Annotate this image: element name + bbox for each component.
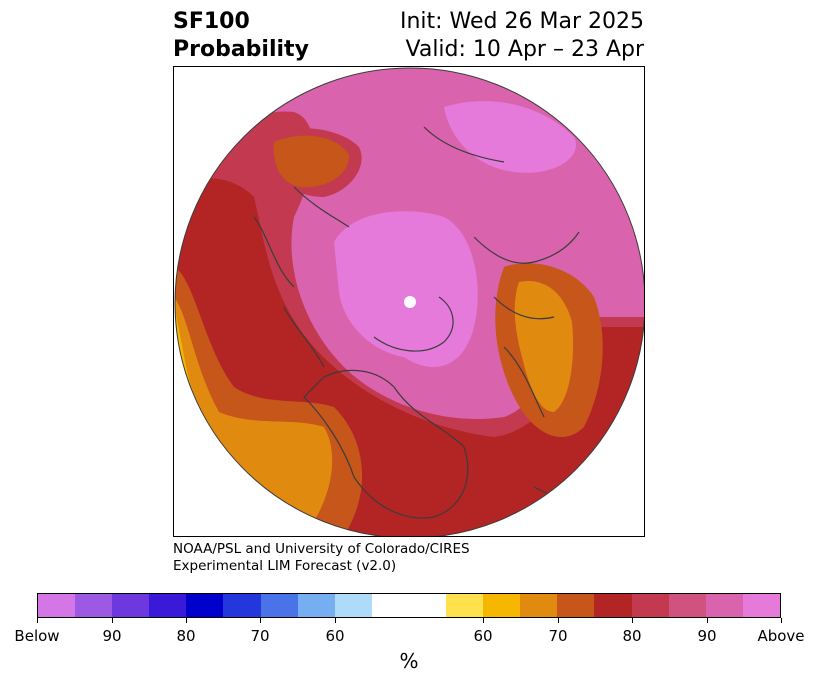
field-asia-core xyxy=(444,101,576,173)
colorbar-segment xyxy=(38,594,76,617)
colorbar-tick-label: 60 xyxy=(473,627,493,645)
field-arctic-core xyxy=(334,211,478,367)
chart-title: SF100 Probability xyxy=(173,8,309,64)
colorbar-tickmark xyxy=(37,618,38,623)
colorbar xyxy=(37,593,781,618)
colorbar-tickmark xyxy=(632,618,633,623)
colorbar-segment xyxy=(594,594,632,617)
colorbar-tickmark xyxy=(781,618,782,623)
colorbar-segment xyxy=(483,594,521,617)
colorbar-tick-label: 80 xyxy=(622,627,642,645)
coastlines xyxy=(253,126,595,519)
pole-hole xyxy=(404,296,416,308)
colorbar-segment xyxy=(408,594,447,617)
colorbar-tick-label: Above xyxy=(757,627,805,645)
title-metric: Probability xyxy=(173,37,309,62)
credit: NOAA/PSL and University of Colorado/CIRE… xyxy=(173,541,470,575)
colorbar-tickmark xyxy=(186,618,187,623)
colorbar-tickmark xyxy=(707,618,708,623)
credit-line-2: Experimental LIM Forecast (v2.0) xyxy=(173,558,397,574)
colorbar-segment xyxy=(112,594,150,617)
valid-range: Valid: 10 Apr – 23 Apr xyxy=(405,37,645,62)
colorbar-tickmark xyxy=(335,618,336,623)
colorbar-segment xyxy=(446,594,484,617)
colorbar-segment xyxy=(742,594,780,617)
credit-line-1: NOAA/PSL and University of Colorado/CIRE… xyxy=(173,541,470,557)
colorbar-tick-label: 90 xyxy=(697,627,717,645)
colorbar-segment xyxy=(520,594,558,617)
colorbar-tick-label: 60 xyxy=(325,627,345,645)
colorbar-unit: % xyxy=(399,649,419,673)
colorbar-tickmark xyxy=(558,618,559,623)
colorbar-tick-label: Below xyxy=(14,627,60,645)
polar-map xyxy=(174,67,644,536)
colorbar-tick-label: 90 xyxy=(102,627,122,645)
map-panel xyxy=(173,66,645,537)
projection-boundary xyxy=(174,67,644,536)
colorbar-segment xyxy=(260,594,298,617)
colorbar-segment xyxy=(223,594,261,617)
colorbar-tick-label: 80 xyxy=(176,627,196,645)
colorbar-tick-label: 70 xyxy=(548,627,568,645)
colorbar-segment xyxy=(297,594,335,617)
colorbar-tickmark xyxy=(483,618,484,623)
colorbar-tickmark xyxy=(112,618,113,623)
colorbar-segment xyxy=(371,594,409,617)
colorbar-segment xyxy=(631,594,669,617)
forecast-dates: Init: Wed 26 Mar 2025 Valid: 10 Apr – 23… xyxy=(400,8,644,64)
colorbar-segment xyxy=(668,594,706,617)
title-variable: SF100 xyxy=(173,9,250,34)
colorbar-segment xyxy=(149,594,187,617)
colorbar-tick-label: 70 xyxy=(250,627,270,645)
colorbar-segment xyxy=(75,594,113,617)
field-above-65-east xyxy=(514,281,574,412)
colorbar-tickmark xyxy=(260,618,261,623)
colorbar-segment xyxy=(705,594,743,617)
colorbar-segment xyxy=(334,594,372,617)
colorbar-segment xyxy=(186,594,224,617)
field-bering-core xyxy=(273,135,349,188)
colorbar-segment xyxy=(557,594,595,617)
init-date: Init: Wed 26 Mar 2025 xyxy=(399,9,644,34)
